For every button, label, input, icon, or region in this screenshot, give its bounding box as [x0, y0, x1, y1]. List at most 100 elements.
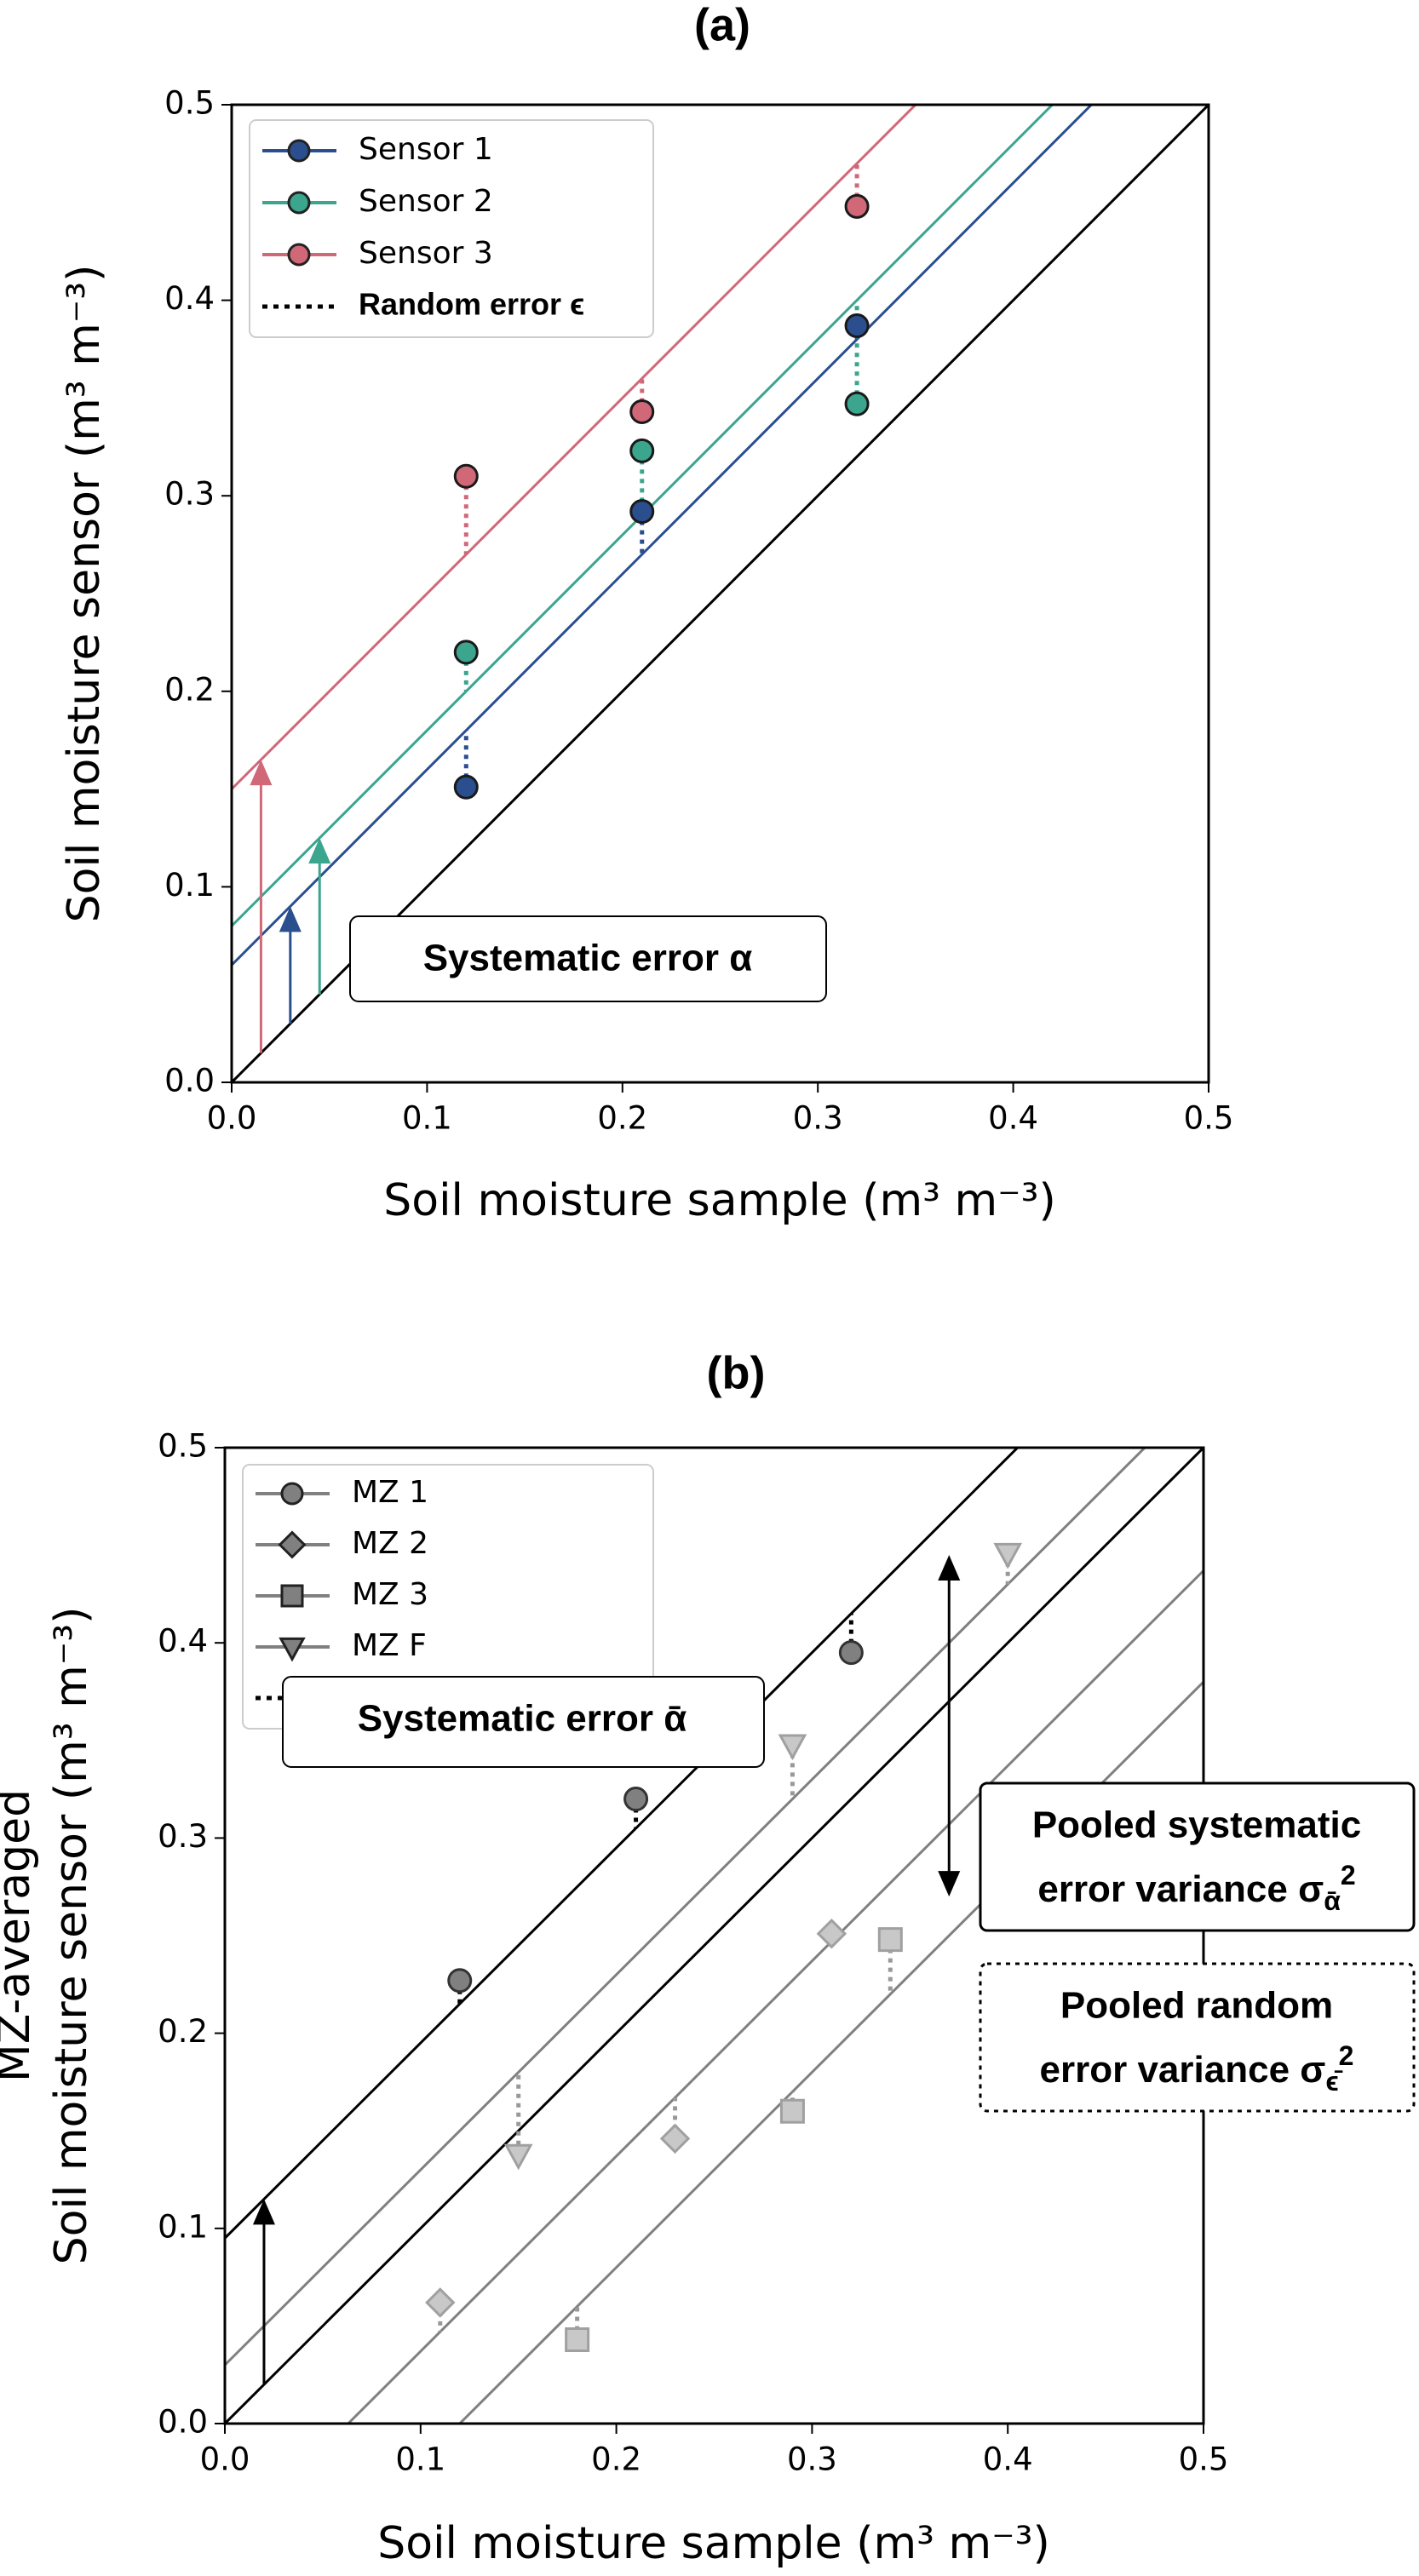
annotation-box — [282, 1676, 765, 1768]
point — [503, 2143, 533, 2171]
legend-marker — [280, 1482, 304, 1506]
point — [447, 1968, 473, 1994]
point — [453, 640, 479, 665]
point — [453, 774, 479, 800]
annotation-sub: ϵ̄ — [1325, 2066, 1342, 2097]
legend-label: MZ 1 — [352, 1475, 428, 1510]
x-axis-label: Soil moisture sample (m³ m⁻³) — [383, 1175, 1056, 1226]
x-axis-label: Soil moisture sample (m³ m⁻³) — [377, 2518, 1050, 2569]
fit-line — [232, 105, 918, 790]
x-tick-label: 0.5 — [1179, 2441, 1229, 2478]
legend-marker — [278, 1530, 307, 1559]
y-tick-label: 0.2 — [164, 671, 215, 708]
fit-line — [346, 1569, 1204, 2424]
y-axis-label: Soil moisture sensor (m³ m⁻³) — [59, 265, 110, 923]
arrow-head — [279, 906, 302, 932]
frame — [223, 1446, 1205, 2425]
point — [844, 391, 870, 416]
annotation-box — [349, 915, 827, 1002]
y-tick-label: 0.3 — [164, 476, 215, 513]
legend-marker — [287, 139, 311, 163]
annotation-box — [979, 1962, 1416, 2113]
arrow-head — [308, 838, 331, 863]
y-tick-label: 0.0 — [164, 1063, 215, 1099]
point — [629, 438, 655, 463]
x-tick-label: 0.2 — [597, 1100, 647, 1137]
x-tick-label: 0.4 — [988, 1100, 1038, 1137]
point — [629, 499, 655, 525]
legend-box — [249, 119, 654, 338]
point — [838, 1640, 864, 1666]
annotation-sup: 2 — [1341, 1860, 1356, 1890]
legend-marker — [280, 1584, 304, 1608]
point — [565, 2326, 590, 2352]
legend-marker — [287, 191, 311, 215]
legend-label: Sensor 1 — [359, 132, 493, 167]
point — [993, 1542, 1023, 1569]
fit-line — [232, 105, 1054, 927]
y-tick-label: 0.5 — [164, 85, 215, 122]
point — [816, 1918, 847, 1949]
y-tick-label: 0.4 — [164, 280, 215, 317]
point — [623, 1787, 649, 1812]
x-tick-label: 0.0 — [200, 2441, 250, 2478]
y-axis-label: MZ-averaged — [0, 1789, 40, 2082]
x-tick-label: 0.4 — [983, 2441, 1033, 2478]
annotation: Pooled random — [1060, 1985, 1333, 2027]
legend-label: MZ 3 — [352, 1577, 428, 1612]
x-tick-label: 0.1 — [402, 1100, 452, 1137]
y-tick-label: 0.1 — [164, 867, 215, 904]
x-tick-label: 0.3 — [787, 2441, 837, 2478]
y-tick-label: 0.3 — [158, 1818, 208, 1855]
annotation-sup: 2 — [1339, 2040, 1354, 2071]
point — [425, 2287, 456, 2318]
identity-line — [225, 1448, 1204, 2424]
point — [877, 1927, 903, 1953]
annotation: Systematic error α — [423, 938, 753, 979]
point — [778, 1734, 807, 1761]
annotation: Systematic error ᾱ — [358, 1698, 687, 1740]
point — [453, 463, 479, 489]
annotation: error variance σϵ̄2 — [1040, 2040, 1354, 2097]
arrow-head — [252, 2199, 275, 2225]
fit-line — [225, 1448, 1147, 2367]
x-tick-label: 0.2 — [591, 2441, 641, 2478]
legend-label: Random error ϵ — [359, 287, 584, 322]
x-tick-label: 0.3 — [793, 1100, 843, 1137]
frame — [230, 103, 1210, 1084]
legend-label: Sensor 2 — [359, 184, 493, 219]
arrow-head — [938, 1871, 961, 1897]
legend-label: Sensor 3 — [359, 236, 493, 271]
y-axis-label: Soil moisture sensor (m³ m⁻³) — [46, 1607, 97, 2265]
y-tick-label: 0.2 — [158, 2013, 208, 2050]
arrow-head — [250, 760, 273, 786]
point — [629, 399, 655, 424]
point — [844, 313, 870, 338]
legend-marker — [287, 243, 311, 267]
point — [659, 2123, 691, 2154]
y-tick-label: 0.4 — [158, 1623, 208, 1660]
annotation: error variance σᾱ2 — [1037, 1860, 1355, 1916]
legend-marker — [279, 1637, 306, 1662]
annotation-text: error variance σ — [1040, 2049, 1326, 2091]
chart-title: (b) — [707, 1347, 766, 1398]
x-tick-label: 0.5 — [1184, 1100, 1234, 1137]
legend-label: MZ F — [352, 1628, 427, 1663]
fit-line — [232, 105, 1094, 967]
annotation-sub: ᾱ — [1324, 1885, 1341, 1916]
y-tick-label: 0.1 — [158, 2208, 208, 2245]
chart-title: (a) — [694, 0, 750, 50]
annotation-text: error variance σ — [1037, 1868, 1324, 1910]
y-tick-label: 0.5 — [158, 1428, 208, 1465]
x-tick-label: 0.0 — [207, 1100, 257, 1137]
point — [779, 2098, 805, 2124]
annotation-box — [979, 1781, 1416, 1932]
arrow-head — [938, 1555, 961, 1581]
point — [844, 193, 870, 219]
y-tick-label: 0.0 — [158, 2404, 208, 2441]
legend-label: MZ 2 — [352, 1526, 428, 1561]
annotation: Pooled systematic — [1032, 1804, 1361, 1846]
x-tick-label: 0.1 — [395, 2441, 445, 2478]
